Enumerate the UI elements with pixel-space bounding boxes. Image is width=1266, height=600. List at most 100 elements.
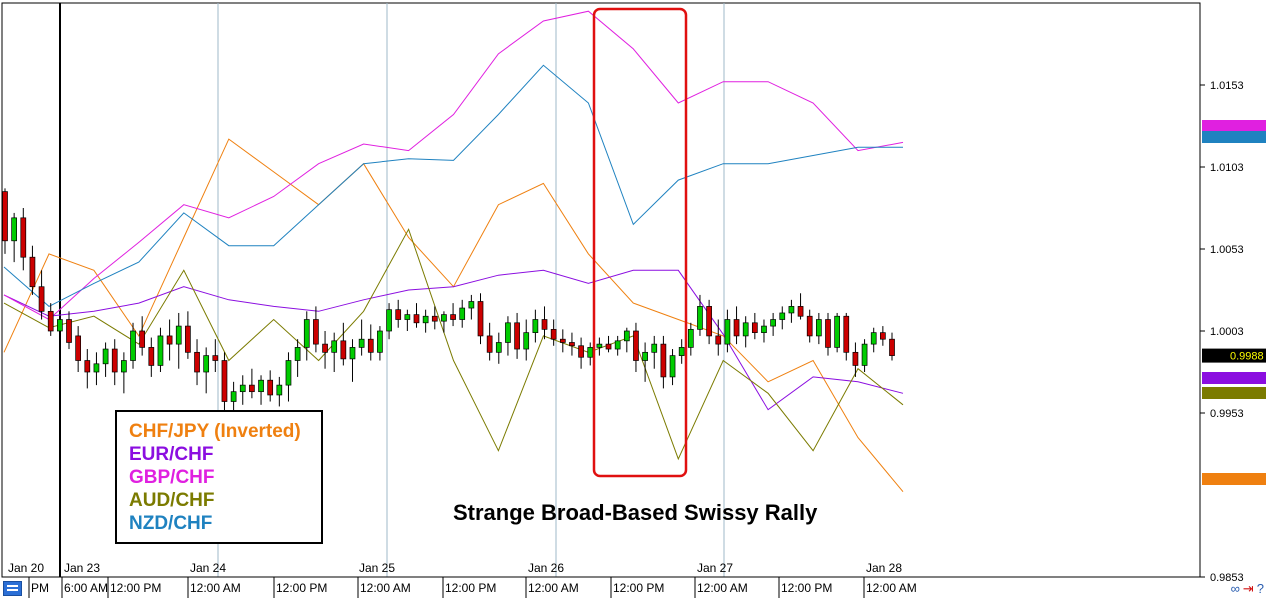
candle-body [102, 348, 109, 365]
candlestick [20, 208, 27, 271]
candle-body [130, 330, 136, 361]
candle-body [834, 315, 840, 348]
candlestick [715, 319, 722, 356]
candlestick [751, 312, 758, 340]
candlestick [623, 327, 630, 353]
candlestick [687, 322, 694, 356]
candle-body [166, 335, 173, 345]
candle-body [57, 319, 63, 332]
candlestick [532, 309, 539, 343]
x-axis: Jan 20 Jan 23 Jan 24 Jan 25 Jan 26 Jan 27 Jan … [2, 561, 1200, 598]
candlestick [825, 312, 831, 356]
candle-body [559, 338, 566, 343]
candle-body [221, 360, 228, 402]
candlestick [541, 306, 548, 340]
candle-body [422, 315, 429, 324]
candle-body [377, 330, 383, 353]
series-marker [1202, 120, 1266, 132]
series-marker [1202, 473, 1266, 485]
candle-body [495, 342, 502, 353]
candle-body [605, 343, 612, 350]
candlestick [596, 337, 603, 356]
x-date-label: Jan 28 [866, 561, 902, 575]
candle-body [294, 347, 301, 361]
candle-body [111, 348, 118, 373]
candle-body [578, 345, 584, 358]
y-tick-label: 1.0153 [1210, 80, 1244, 92]
x-time-label: 12:00 AM [360, 581, 411, 595]
candle-body [715, 335, 722, 345]
candlestick [404, 309, 411, 331]
legend-item: AUD/CHF [129, 490, 215, 511]
candlestick [742, 316, 749, 348]
candle-body [852, 351, 859, 366]
chart-annotation: Strange Broad-Based Swissy Rally [453, 500, 818, 525]
candlestick [724, 309, 731, 353]
candlestick [669, 349, 676, 386]
candlestick [559, 329, 566, 353]
arrow-right-icon[interactable]: ⇥ [1242, 581, 1254, 596]
legend-item: NZD/CHF [129, 513, 213, 534]
candle-body [194, 351, 200, 373]
candle-body [157, 335, 164, 366]
candlestick [395, 299, 402, 328]
candle-body [815, 319, 822, 337]
candle-body [340, 340, 347, 360]
candlestick [47, 303, 54, 336]
candle-body [139, 330, 146, 348]
candlestick [815, 312, 822, 345]
x-time-label: 12:00 PM [613, 581, 664, 595]
candle-body [678, 347, 685, 356]
candle-body [29, 256, 36, 288]
candle-body [486, 335, 493, 353]
candle-body [880, 332, 886, 340]
candle-body [203, 355, 210, 373]
candlestick [678, 339, 685, 364]
candlestick [84, 349, 91, 389]
candle-body [367, 338, 374, 353]
candlestick [614, 335, 621, 356]
candle-body [93, 363, 100, 373]
candle-body [395, 309, 402, 320]
highlight-box [592, 7, 688, 478]
candle-body [870, 332, 877, 345]
candle-body [541, 319, 548, 330]
candlestick [377, 326, 383, 361]
candle-body [514, 322, 520, 350]
candle-body [761, 325, 767, 333]
candlestick [422, 309, 429, 333]
candlestick [413, 303, 420, 328]
candle-body [770, 319, 776, 327]
help-icon[interactable]: ? [1256, 581, 1264, 596]
candle-body [121, 360, 127, 373]
candle-body [441, 314, 447, 322]
x-time-label: 6:00 AM [64, 581, 108, 595]
candle-body [614, 340, 621, 350]
candle-body [303, 319, 310, 348]
legend-item: CHF/JPY (Inverted) [129, 421, 301, 442]
candle-body [779, 312, 786, 320]
candlestick [852, 342, 859, 377]
candlestick [706, 299, 712, 345]
candlestick [779, 306, 786, 330]
candle-body [185, 325, 191, 353]
x-time-label: 12:00 AM [697, 581, 748, 595]
candlestick [285, 352, 292, 402]
candle-body [623, 330, 630, 342]
x-date-label: Jan 24 [190, 561, 226, 575]
candlestick [441, 311, 447, 333]
link-icon[interactable]: ∞ [1230, 581, 1240, 596]
candle-body [742, 322, 749, 337]
x-time-label: 12:00 AM [528, 581, 579, 595]
candlestick [194, 339, 200, 386]
candle-body [477, 301, 484, 337]
candle-body [175, 325, 182, 345]
candle-body [468, 301, 475, 309]
candle-body [148, 347, 155, 366]
x-date-label: Jan 23 [64, 561, 100, 575]
candle-body [697, 306, 703, 330]
candle-body [66, 319, 72, 343]
menu-icon[interactable] [3, 581, 22, 596]
candlestick [459, 299, 466, 328]
candlestick [267, 370, 274, 402]
